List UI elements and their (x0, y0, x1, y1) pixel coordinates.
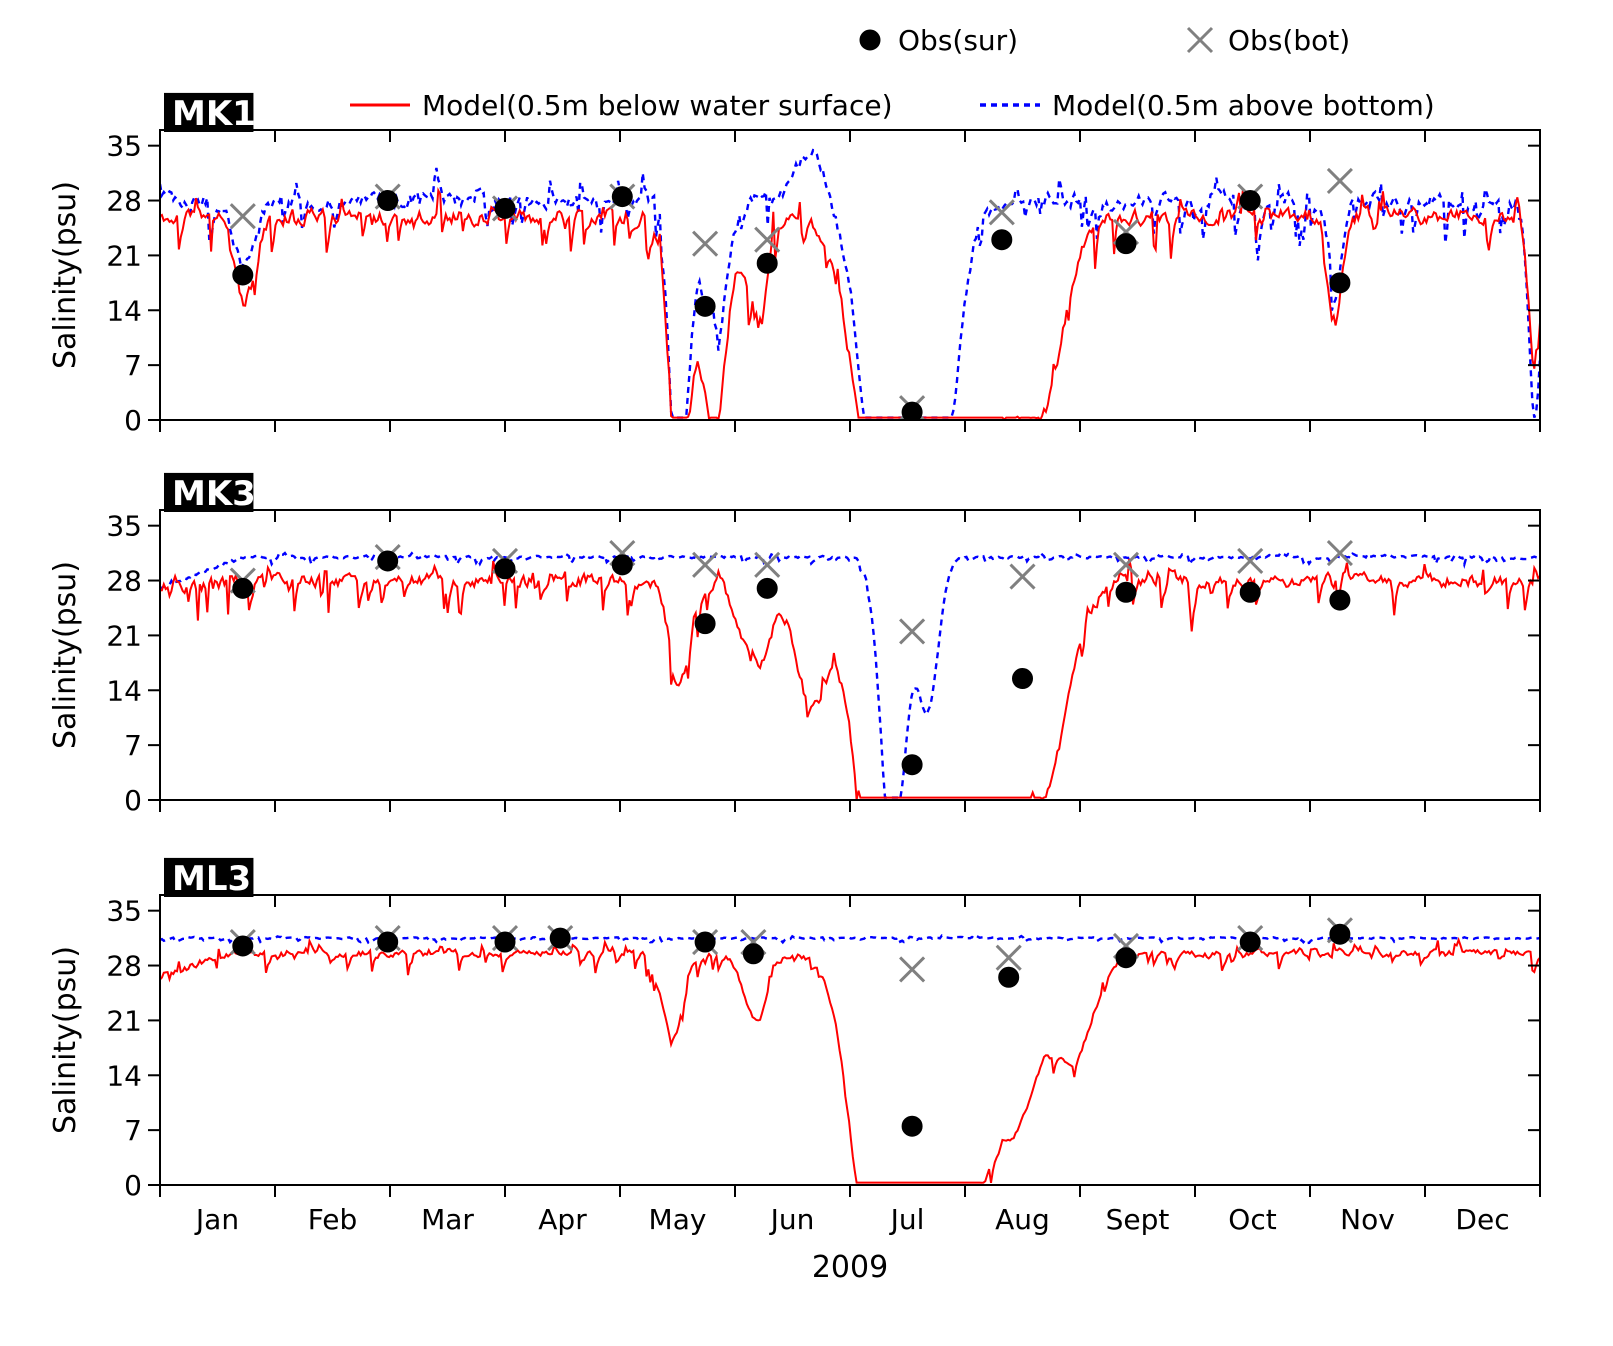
x-axis-label: 2009 (812, 1250, 888, 1285)
chart-root: Obs(sur) Obs(bot) Model(0.5m below water s… (0, 0, 1613, 1346)
y-tick-label: 21 (106, 239, 142, 272)
marker-obs-sur (695, 296, 715, 316)
x-tick-label: Oct (1228, 1203, 1276, 1236)
y-tick-label: 21 (106, 1004, 142, 1037)
marker-obs-sur (902, 755, 922, 775)
x-tick-label: Jul (889, 1203, 925, 1236)
x-tick-label: Feb (308, 1203, 358, 1236)
marker-obs-sur (1116, 948, 1136, 968)
marker-obs-sur (1240, 582, 1260, 602)
legend: Obs(sur) Obs(bot) Model(0.5m below water s… (350, 24, 1435, 122)
marker-obs-sur (1116, 582, 1136, 602)
legend-label-obs-sur: Obs(sur) (898, 24, 1018, 57)
y-axis-label: Salinity(psu) (48, 561, 83, 749)
marker-obs-sur (695, 932, 715, 952)
panel-title: MK3 (172, 474, 256, 514)
marker-obs-sur (999, 967, 1019, 987)
series-model-surface (160, 190, 1540, 420)
marker-obs-sur (233, 936, 253, 956)
marker-obs-sur (743, 944, 763, 964)
series-model-surface (160, 940, 1540, 1183)
marker-obs-sur (1240, 191, 1260, 211)
marker-obs-bot (997, 946, 1021, 970)
marker-obs-sur (378, 932, 398, 952)
panel-title: MK1 (172, 94, 256, 134)
marker-obs-sur (902, 1116, 922, 1136)
x-tick-label: Jan (194, 1203, 239, 1236)
marker-obs-sur (233, 578, 253, 598)
y-axis-label: Salinity(psu) (48, 181, 83, 369)
x-tick-label: Dec (1455, 1203, 1509, 1236)
x-tick-label: May (649, 1203, 707, 1236)
marker-obs-sur (233, 265, 253, 285)
x-axis-labels: Jan Feb Mar Apr May Jun Jul Aug Sept Oct Nov Dec 200… (194, 1203, 1510, 1285)
legend-marker-obs-sur (860, 30, 880, 50)
x-tick-label: Jun (769, 1203, 815, 1236)
y-tick-label: 28 (106, 950, 142, 983)
marker-obs-sur (612, 555, 632, 575)
y-tick-label: 28 (106, 565, 142, 598)
y-tick-label: 0 (124, 404, 142, 437)
marker-obs-bot (231, 204, 255, 228)
marker-obs-bot (1328, 169, 1352, 193)
y-tick-label: 0 (124, 784, 142, 817)
y-tick-label: 35 (106, 895, 142, 928)
y-axis-label: Salinity(psu) (48, 946, 83, 1134)
panel-title: ML3 (172, 859, 251, 899)
marker-obs-sur (1116, 234, 1136, 254)
marker-obs-bot (1328, 541, 1352, 565)
y-tick-label: 7 (124, 729, 142, 762)
y-tick-label: 14 (106, 1059, 142, 1092)
y-tick-label: 21 (106, 619, 142, 652)
marker-obs-bot (1238, 549, 1262, 573)
x-tick-label: Mar (421, 1203, 474, 1236)
marker-obs-sur (1330, 924, 1350, 944)
marker-obs-bot (755, 228, 779, 252)
marker-obs-sur (378, 551, 398, 571)
panel-MK3: 0 7 14 21 28 35 Salinity(psu) MK3 (48, 473, 1540, 817)
legend-label-model-bottom: Model(0.5m above bottom) (1052, 89, 1435, 122)
legend-label-obs-bot: Obs(bot) (1228, 24, 1350, 57)
marker-obs-sur (992, 230, 1012, 250)
marker-obs-sur (550, 928, 570, 948)
marker-obs-bot (900, 619, 924, 643)
y-tick-label: 35 (106, 130, 142, 163)
marker-obs-sur (495, 932, 515, 952)
legend-label-model-surface: Model(0.5m below water surface) (422, 89, 893, 122)
marker-obs-bot (755, 553, 779, 577)
y-tick-label: 35 (106, 510, 142, 543)
marker-obs-sur (1330, 273, 1350, 293)
panel-MK1: 0 7 14 21 28 35 Salinity(psu) MK1 (48, 93, 1540, 437)
x-tick-label: Apr (538, 1203, 587, 1236)
marker-obs-bot (900, 957, 924, 981)
marker-obs-sur (757, 253, 777, 273)
marker-obs-bot (1011, 565, 1035, 589)
x-tick-label: Nov (1340, 1203, 1395, 1236)
y-tick-label: 0 (124, 1169, 142, 1202)
marker-obs-bot (693, 232, 717, 256)
x-tick-label: Aug (995, 1203, 1050, 1236)
marker-obs-sur (1240, 932, 1260, 952)
y-tick-label: 14 (106, 674, 142, 707)
y-tick-label: 28 (106, 185, 142, 218)
marker-obs-sur (695, 614, 715, 634)
y-tick-label: 14 (106, 294, 142, 327)
marker-obs-sur (495, 559, 515, 579)
marker-obs-sur (495, 198, 515, 218)
y-tick-label: 7 (124, 1114, 142, 1147)
marker-obs-bot (990, 200, 1014, 224)
marker-obs-sur (1330, 590, 1350, 610)
marker-obs-sur (612, 187, 632, 207)
y-tick-label: 7 (124, 349, 142, 382)
marker-obs-sur (378, 191, 398, 211)
panel-frame (160, 510, 1540, 800)
legend-marker-obs-bot (1188, 28, 1212, 52)
x-tick-label: Sept (1106, 1203, 1170, 1236)
marker-obs-sur (1013, 669, 1033, 689)
marker-obs-sur (757, 578, 777, 598)
panel-ML3: 0 7 14 21 28 35 Salinity(psu) ML3 (48, 858, 1540, 1202)
